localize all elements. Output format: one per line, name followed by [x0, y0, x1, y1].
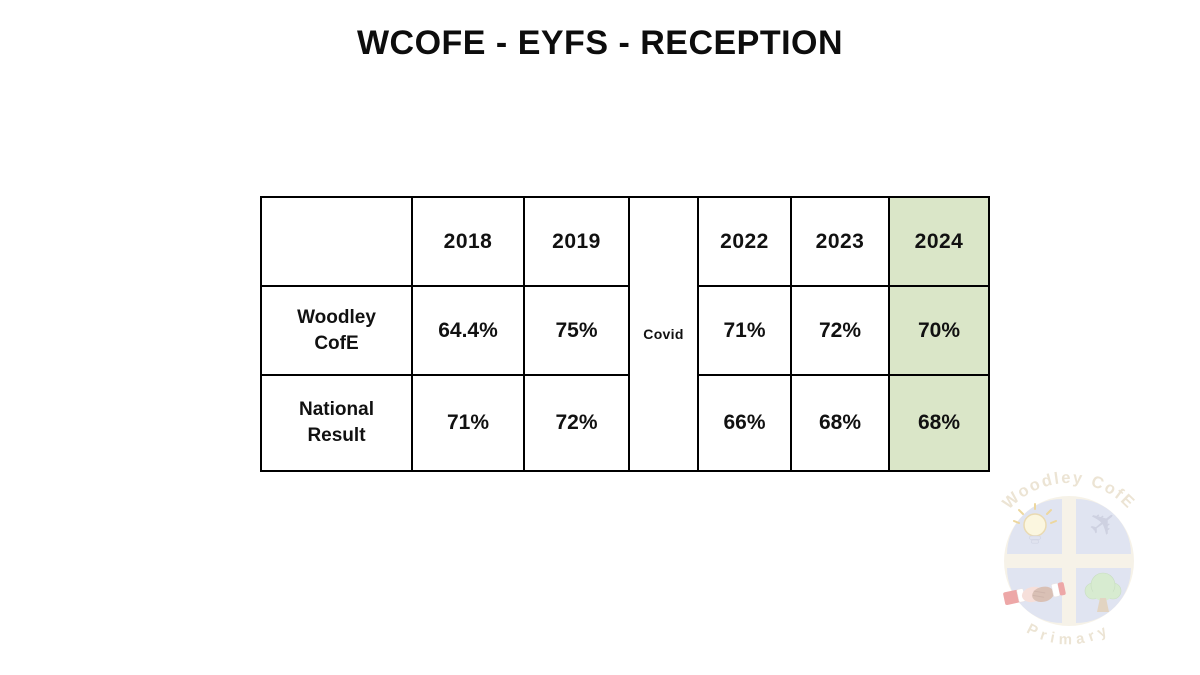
value-cell-highlight: 68%	[888, 374, 990, 472]
year-header-2024: 2024	[888, 196, 990, 287]
row-label-cell: National Result	[260, 374, 413, 472]
value-cell: 71%	[697, 285, 792, 376]
value-cell: 75%	[523, 285, 630, 376]
year-header-2019: 2019	[523, 196, 630, 287]
blank-header-cell	[260, 196, 413, 287]
table-row-header: 2018 2019 Covid 2022 2023 2024	[260, 196, 990, 472]
value-cell: 72%	[790, 285, 890, 376]
year-header-2023: 2023	[790, 196, 890, 287]
table-row-national: National Result 71% 72% 66% 68% 68%	[260, 374, 990, 472]
handshake-icon	[1003, 582, 1066, 605]
value-cell: 64.4%	[411, 285, 525, 376]
results-table: 2018 2019 Covid 2022 2023 2024 Woodley C…	[260, 196, 990, 472]
year-header-2022: 2022	[697, 196, 792, 287]
value-cell-highlight: 70%	[888, 285, 990, 376]
tree-icon	[1084, 572, 1122, 612]
value-cell: 68%	[790, 374, 890, 472]
value-cell: 66%	[697, 374, 792, 472]
row-label: Woodley CofE	[297, 306, 376, 354]
table-row-woodley: Woodley CofE 64.4% 75% 71% 72% 70%	[260, 285, 990, 376]
year-header-2018: 2018	[411, 196, 525, 287]
covid-cell: Covid	[628, 196, 699, 472]
row-label-cell: Woodley CofE	[260, 285, 413, 376]
school-logo: ✈ Woodley CofE Primary	[999, 469, 1137, 649]
value-cell: 72%	[523, 374, 630, 472]
row-label: National Result	[299, 399, 374, 446]
value-cell: 71%	[411, 374, 525, 472]
lightbulb-icon	[1013, 503, 1057, 544]
page-title: WCOFE - EYFS - RECEPTION	[356, 24, 844, 62]
